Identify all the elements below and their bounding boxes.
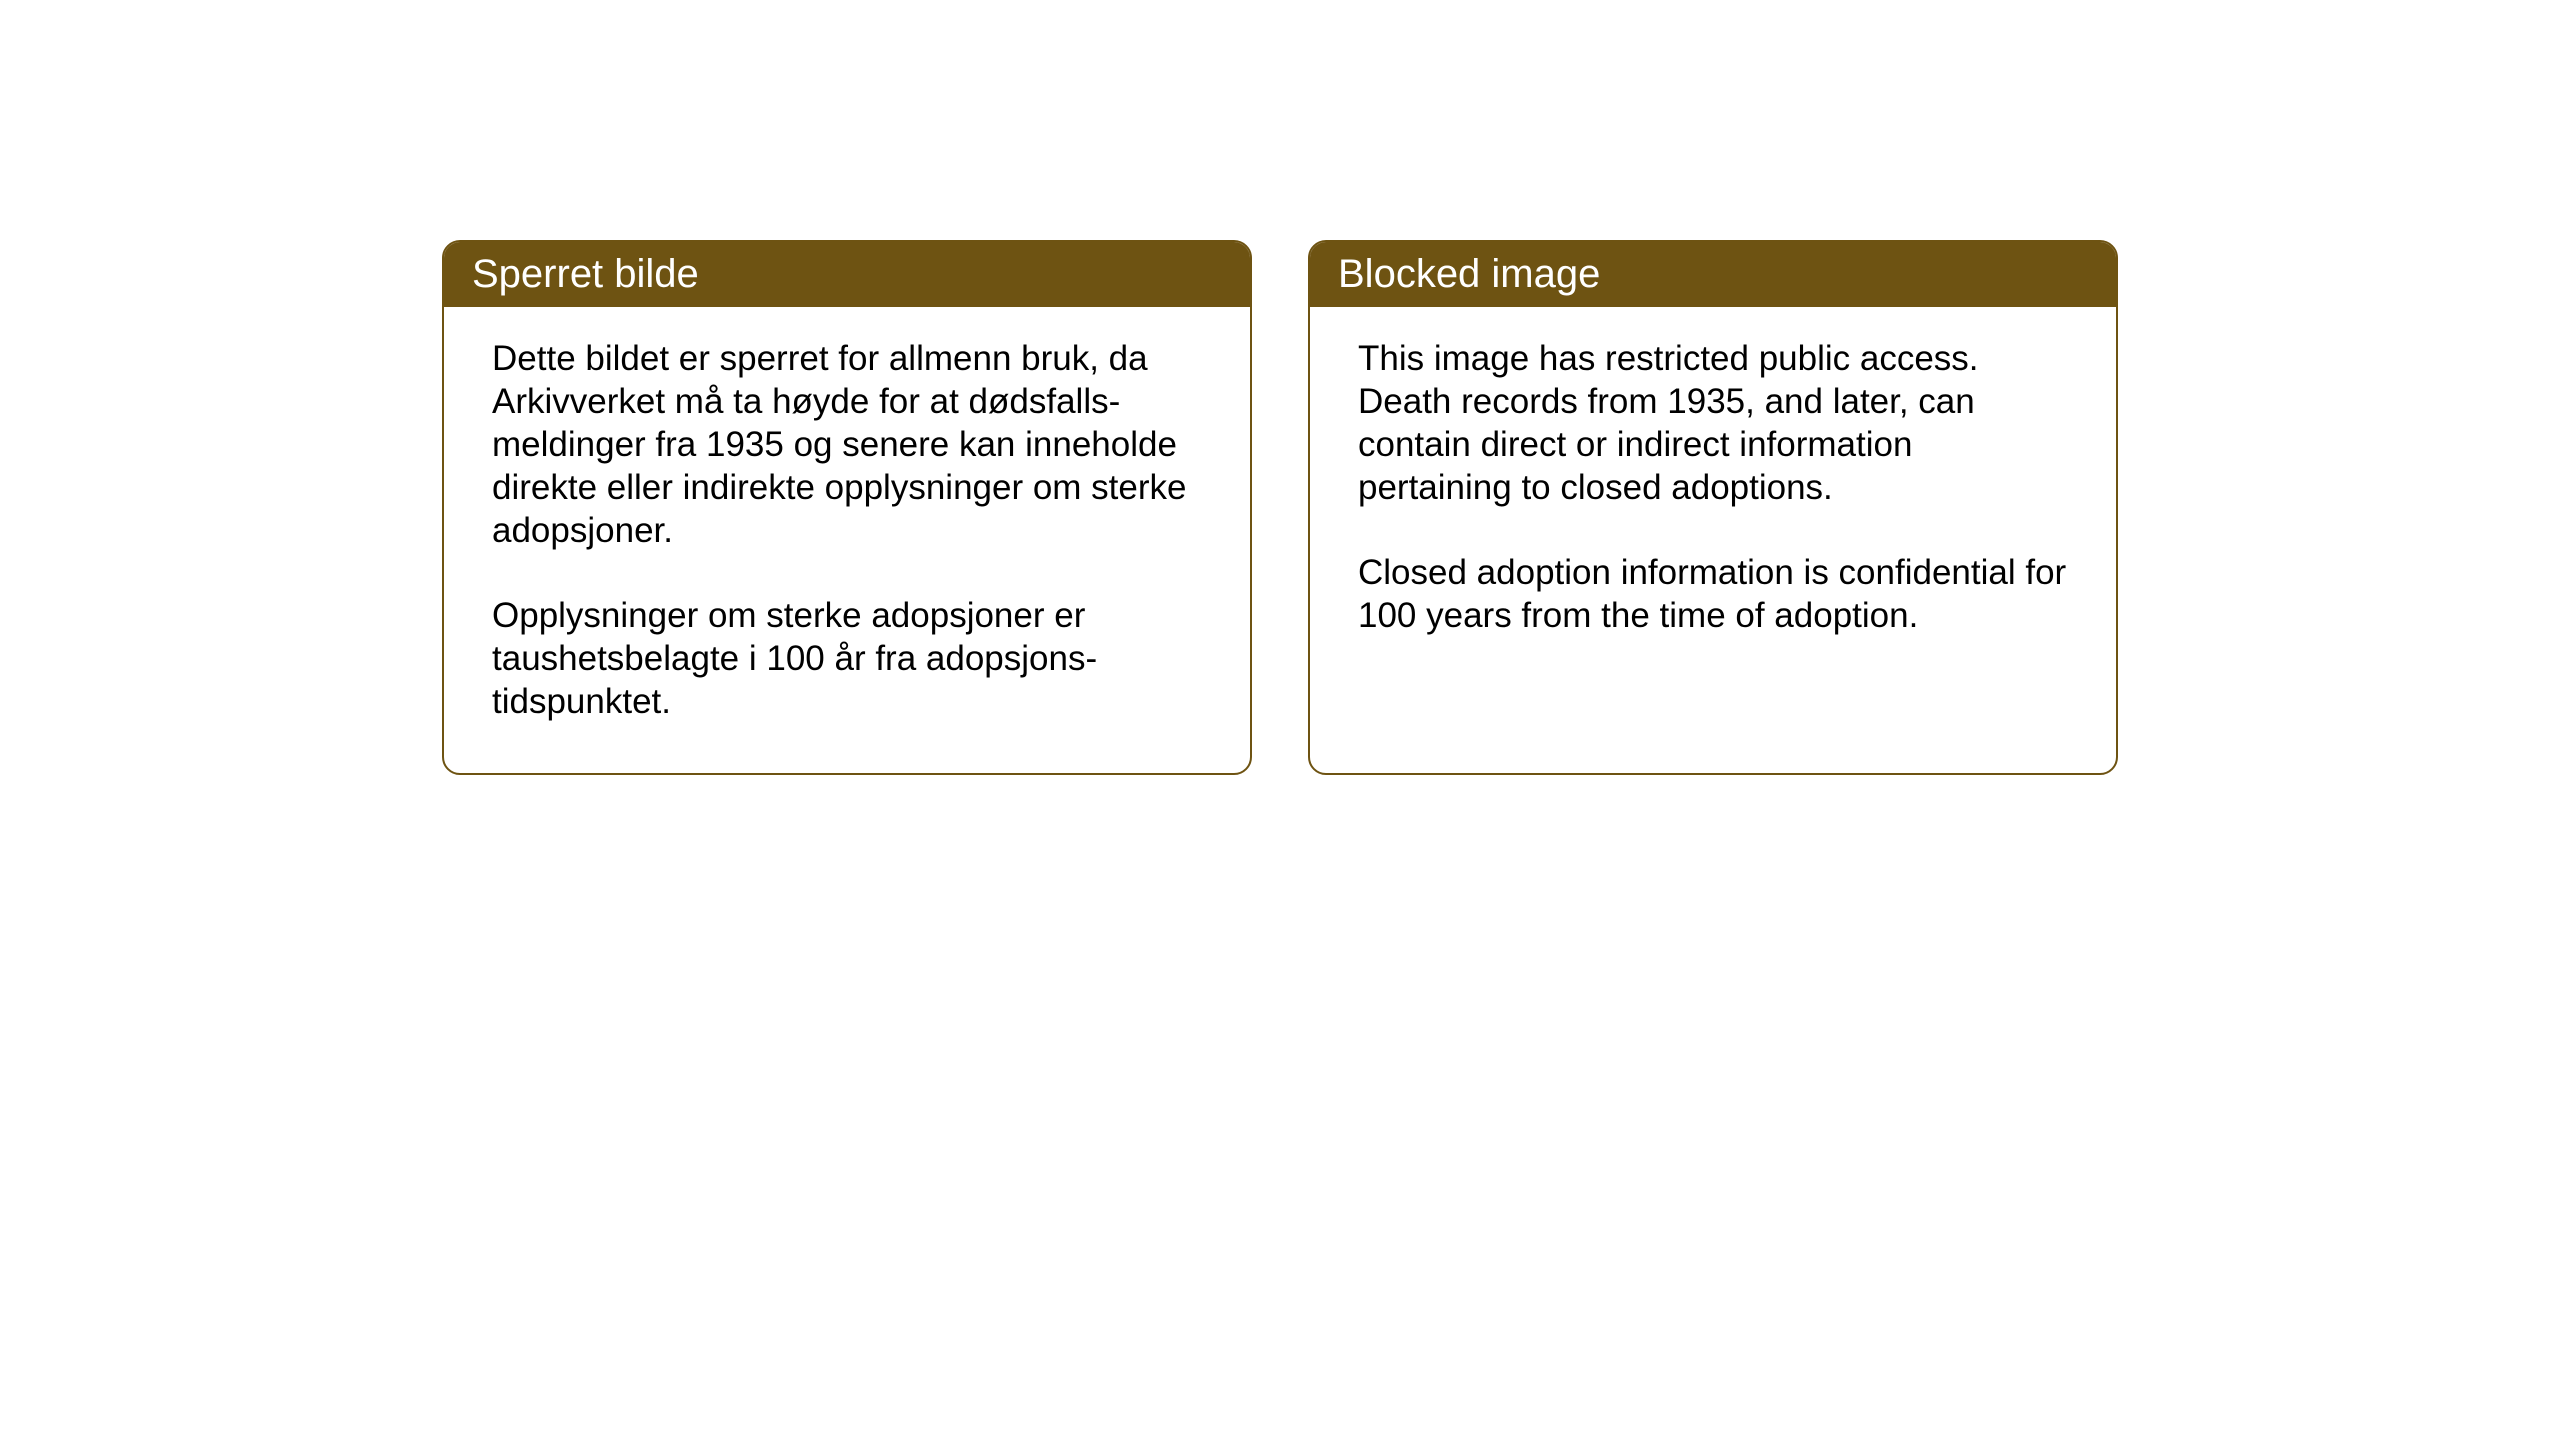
english-card-body: This image has restricted public access.…	[1310, 307, 2116, 687]
norwegian-notice-card: Sperret bilde Dette bildet er sperret fo…	[442, 240, 1252, 775]
english-card-header: Blocked image	[1310, 242, 2116, 307]
english-card-title: Blocked image	[1338, 252, 1600, 296]
english-paragraph-1: This image has restricted public access.…	[1358, 337, 2068, 509]
english-notice-card: Blocked image This image has restricted …	[1308, 240, 2118, 775]
norwegian-paragraph-1: Dette bildet er sperret for allmenn bruk…	[492, 337, 1202, 552]
notice-cards-container: Sperret bilde Dette bildet er sperret fo…	[440, 240, 2120, 775]
norwegian-card-title: Sperret bilde	[472, 252, 699, 296]
norwegian-card-header: Sperret bilde	[444, 242, 1250, 307]
english-paragraph-2: Closed adoption information is confident…	[1358, 551, 2068, 637]
norwegian-paragraph-2: Opplysninger om sterke adopsjoner er tau…	[492, 594, 1202, 723]
norwegian-card-body: Dette bildet er sperret for allmenn bruk…	[444, 307, 1250, 773]
